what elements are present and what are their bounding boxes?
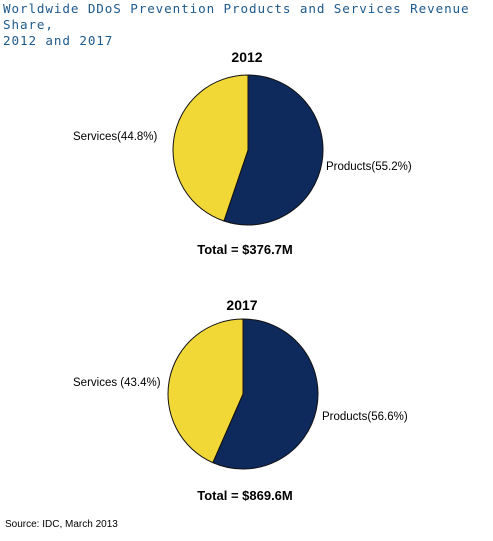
source-note: Source: IDC, March 2013 xyxy=(5,519,118,530)
pie-slice-products-2012 xyxy=(223,74,324,226)
pie-chart-2017: 2017 Services (43.4%) Products(56.6%) To… xyxy=(73,297,408,503)
slice-label-products-2017: Products(56.6%) xyxy=(322,411,408,423)
chart-title-line-2: 2012 and 2017 xyxy=(3,33,114,48)
pie-title-2012: 2012 xyxy=(231,49,262,65)
pie-slice-products-2017 xyxy=(212,318,319,470)
slice-label-services-2017: Services (43.4%) xyxy=(73,377,161,389)
slice-label-products-2012: Products(55.2%) xyxy=(326,161,412,173)
pie-2017-slices xyxy=(167,318,319,470)
total-2017: Total = $869.6M xyxy=(197,488,293,503)
pie-slice-services-2017 xyxy=(167,318,244,464)
chart-title-line-1: Worldwide DDoS Prevention Products and S… xyxy=(3,1,470,32)
total-2012: Total = $376.7M xyxy=(197,242,293,257)
pie-title-2017: 2017 xyxy=(226,297,257,313)
pie-2012-slices xyxy=(172,74,324,226)
pie-chart-2012: 2012 Services(44.8%) Products(55.2%) Tot… xyxy=(73,49,412,257)
slice-label-services-2012: Services(44.8%) xyxy=(73,131,158,143)
pie-slice-services-2012 xyxy=(172,74,249,222)
chart-title: Worldwide DDoS Prevention Products and S… xyxy=(3,1,491,49)
